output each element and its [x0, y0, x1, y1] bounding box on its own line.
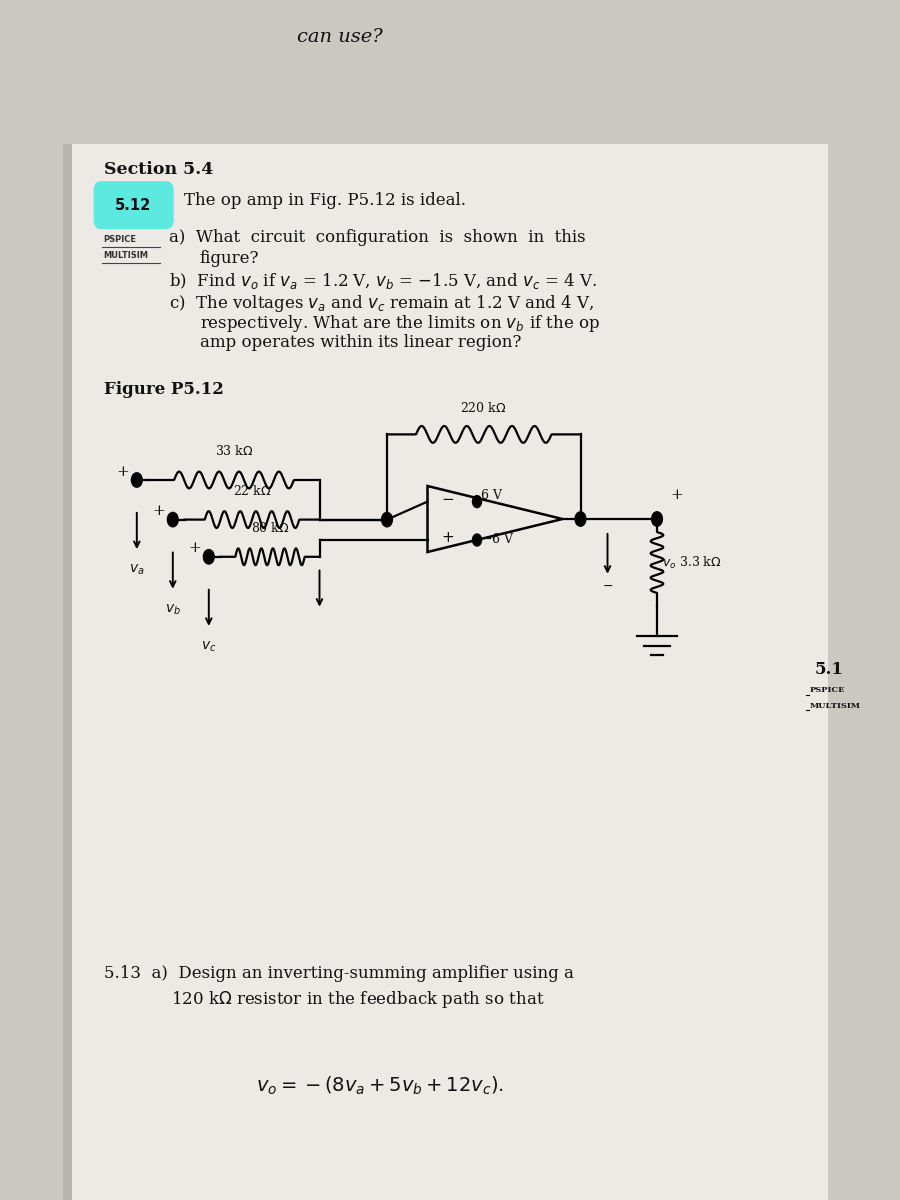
Text: MULTISIM: MULTISIM — [810, 702, 861, 709]
Text: 5.12: 5.12 — [115, 198, 151, 212]
Text: 5.13  a)  Design an inverting-summing amplifier using a: 5.13 a) Design an inverting-summing ampl… — [104, 965, 573, 982]
Circle shape — [575, 511, 586, 526]
Circle shape — [167, 512, 178, 527]
Text: +: + — [152, 504, 165, 518]
Text: respectively. What are the limits on $v_b$ if the op: respectively. What are the limits on $v_… — [200, 312, 599, 334]
Text: can use?: can use? — [297, 28, 382, 46]
FancyBboxPatch shape — [72, 144, 828, 1200]
Text: 220 k$\Omega$: 220 k$\Omega$ — [461, 401, 507, 415]
Text: MULTISIM: MULTISIM — [104, 251, 148, 260]
FancyBboxPatch shape — [0, 0, 900, 144]
Circle shape — [203, 550, 214, 564]
Text: $-$: $-$ — [602, 578, 613, 592]
Text: figure?: figure? — [200, 250, 259, 266]
Text: +: + — [670, 488, 683, 502]
Text: $+$: $+$ — [441, 530, 454, 545]
Text: amp operates within its linear region?: amp operates within its linear region? — [200, 334, 521, 350]
Text: $v_o$ 3.3 k$\Omega$: $v_o$ 3.3 k$\Omega$ — [662, 554, 721, 570]
FancyBboxPatch shape — [94, 181, 174, 229]
Text: +: + — [188, 541, 201, 556]
Text: 33 k$\Omega$: 33 k$\Omega$ — [215, 444, 253, 458]
Text: PSPICE: PSPICE — [104, 235, 137, 245]
Text: PSPICE: PSPICE — [810, 686, 845, 694]
Circle shape — [382, 512, 392, 527]
Text: +: + — [116, 464, 129, 479]
Text: 80 k$\Omega$: 80 k$\Omega$ — [251, 521, 289, 535]
Text: 6 V: 6 V — [482, 490, 502, 502]
Text: b)  Find $v_o$ if $v_a$ = 1.2 V, $v_b$ = $-$1.5 V, and $v_c$ = 4 V.: b) Find $v_o$ if $v_a$ = 1.2 V, $v_b$ = … — [169, 270, 598, 290]
Circle shape — [472, 496, 482, 508]
Text: Figure P5.12: Figure P5.12 — [104, 380, 223, 397]
Text: $-$6 V: $-$6 V — [482, 532, 515, 546]
Text: $v_c$: $v_c$ — [201, 640, 217, 654]
Text: a)  What  circuit  configuration  is  shown  in  this: a) What circuit configuration is shown i… — [169, 229, 586, 246]
Text: $v_o = -(8v_a + 5v_b + 12v_c).$: $v_o = -(8v_a + 5v_b + 12v_c).$ — [256, 1075, 505, 1097]
Circle shape — [472, 534, 482, 546]
Circle shape — [652, 511, 662, 526]
Text: 22 k$\Omega$: 22 k$\Omega$ — [233, 484, 271, 498]
Text: The op amp in Fig. P5.12 is ideal.: The op amp in Fig. P5.12 is ideal. — [184, 192, 466, 209]
Text: Section 5.4: Section 5.4 — [104, 161, 213, 178]
FancyBboxPatch shape — [63, 144, 72, 1200]
Text: 5.1: 5.1 — [814, 661, 843, 678]
Text: $v_a$: $v_a$ — [129, 563, 145, 577]
Text: 120 k$\Omega$ resistor in the feedback path so that: 120 k$\Omega$ resistor in the feedback p… — [171, 989, 544, 1010]
Text: $v_b$: $v_b$ — [165, 602, 181, 617]
Text: $-$: $-$ — [441, 491, 454, 505]
Circle shape — [131, 473, 142, 487]
Text: c)  The voltages $v_a$ and $v_c$ remain at 1.2 V and 4 V,: c) The voltages $v_a$ and $v_c$ remain a… — [169, 293, 595, 314]
